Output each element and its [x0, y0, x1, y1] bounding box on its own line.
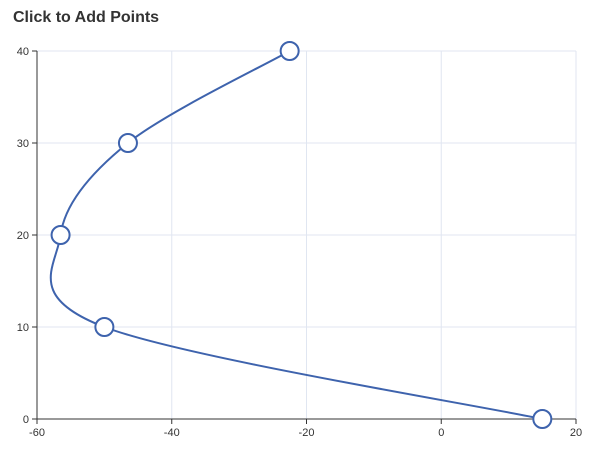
data-point[interactable] [94, 317, 115, 337]
y-tick-label: 30 [17, 138, 29, 150]
data-point[interactable] [532, 409, 553, 429]
grid [37, 50, 577, 419]
x-tick-label: -20 [299, 427, 315, 439]
data-point[interactable] [50, 225, 71, 245]
x-tick-label: 20 [570, 427, 582, 439]
data-point[interactable] [117, 133, 138, 153]
x-tick-label: -40 [164, 427, 180, 439]
x-tick-label: -60 [29, 427, 45, 439]
data-point[interactable] [279, 41, 300, 61]
axes: -60 -40 -20 0 20 0 10 20 30 40 [17, 46, 582, 439]
x-tick-label: 0 [438, 427, 444, 439]
series-layer [49, 41, 553, 429]
y-tick-label: 10 [17, 322, 29, 334]
chart-title: Click to Add Points [13, 9, 160, 26]
y-tick-label: 0 [23, 414, 29, 426]
y-tick-label: 20 [17, 230, 29, 242]
y-tick-label: 40 [17, 46, 29, 58]
series-line [49, 50, 543, 420]
